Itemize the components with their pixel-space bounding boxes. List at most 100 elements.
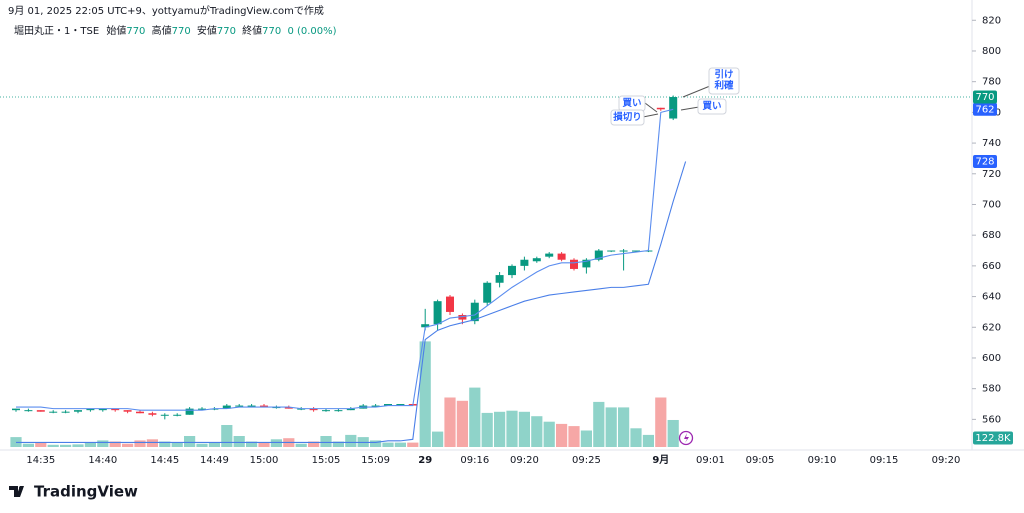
- candle-body: [173, 414, 182, 416]
- volume-bar: [84, 442, 96, 447]
- candle-body: [384, 404, 392, 406]
- ma-line: [16, 161, 687, 443]
- candle-body: [61, 411, 70, 413]
- volume-bar: [506, 410, 518, 447]
- plot: 5605806006206406606807007207407607808008…: [0, 15, 1001, 466]
- note: 引け: [714, 69, 733, 81]
- candle-body: [669, 97, 678, 119]
- x-tick-label: 14:45: [150, 455, 179, 466]
- volume-bar: [60, 444, 72, 447]
- leader: [680, 106, 700, 111]
- candle-body: [396, 404, 405, 406]
- candle-body: [346, 408, 355, 411]
- volume-bar: [556, 423, 568, 447]
- volume-bar: [308, 441, 320, 447]
- volume-bar: [518, 411, 530, 447]
- brand: TradingView: [34, 483, 138, 501]
- candle-body: [433, 301, 442, 325]
- ma-badge: [973, 154, 997, 168]
- volume-bar: [134, 440, 146, 447]
- volume-bar: [332, 441, 344, 447]
- candle-body: [594, 250, 603, 260]
- candle-body: [458, 314, 467, 320]
- note-box: [708, 67, 740, 95]
- y-tick-label: 700: [982, 199, 1001, 210]
- ma-line: [16, 108, 674, 411]
- x-tick-label: 09:20: [932, 455, 961, 466]
- candle-body: [98, 408, 107, 411]
- volume-bar: [444, 397, 456, 447]
- candle-body: [12, 408, 20, 411]
- x-tick-label: 29: [418, 455, 432, 466]
- ohlc-value: 770: [126, 26, 145, 37]
- candle-body: [235, 405, 244, 407]
- volume-bar: [605, 407, 617, 447]
- volume-bar: [221, 425, 233, 447]
- volume-bar: [494, 411, 506, 447]
- leader: [682, 85, 711, 98]
- y-tick-label: 560: [982, 414, 1001, 425]
- event-icon-bolt: [684, 433, 689, 443]
- volume-bar: [246, 441, 258, 447]
- candle-body: [483, 282, 492, 303]
- candle-body: [160, 414, 169, 416]
- candle-body: [570, 259, 578, 269]
- candle-body: [607, 250, 616, 252]
- volume-badge-label: 122.8K: [975, 433, 1011, 444]
- candle-body: [632, 250, 640, 252]
- volume-bar: [642, 434, 654, 447]
- volume-bar: [10, 437, 22, 447]
- x-tick-label: 09:10: [808, 455, 837, 466]
- volume-bar: [655, 397, 667, 447]
- y-tick-label: 660: [982, 261, 1001, 272]
- candle-body: [24, 410, 33, 412]
- candle-body: [446, 296, 454, 312]
- volume-badge: [973, 431, 1013, 445]
- volume-bar: [35, 442, 47, 447]
- volume-bar: [456, 400, 468, 447]
- candle-body: [148, 413, 157, 415]
- logo-dot: [19, 486, 23, 490]
- x-tick-label: 14:40: [88, 455, 117, 466]
- volume-bar: [593, 401, 605, 447]
- candle-body: [74, 410, 82, 412]
- volume-bar: [568, 426, 580, 447]
- ma-badge-label: 762: [975, 104, 994, 115]
- x-tick-label: 14:49: [200, 455, 229, 466]
- ohlc-label: 始値: [106, 24, 126, 37]
- volume-bar: [469, 387, 481, 447]
- ohlc-value: 770: [172, 26, 191, 37]
- x-tick-label: 09:16: [460, 455, 489, 466]
- volume-bar: [233, 436, 245, 447]
- x-tick-label: 9月: [652, 454, 669, 466]
- candle-body: [532, 258, 541, 262]
- ohlc-value: 770: [217, 26, 236, 37]
- volume-bar: [407, 442, 419, 447]
- candle-body: [49, 411, 58, 413]
- candle-body: [557, 253, 566, 260]
- candle-body: [198, 408, 206, 410]
- candle-body: [123, 410, 132, 412]
- volume-bar: [196, 443, 208, 447]
- volume-bar: [394, 442, 406, 447]
- ma-badge-label: 728: [975, 156, 994, 167]
- price-badge-label: 770: [975, 92, 994, 103]
- ohlc-label: 終値: [242, 24, 262, 37]
- leader: [644, 102, 658, 113]
- candle-body: [656, 107, 665, 110]
- volume-bar: [22, 443, 34, 447]
- note: 損切り: [613, 111, 642, 123]
- logo: TradingView: [9, 483, 138, 501]
- x-tick-label: 09:15: [870, 455, 899, 466]
- y-tick-label: 780: [982, 77, 1001, 88]
- volume-bar: [295, 443, 307, 447]
- candle-body: [247, 405, 256, 407]
- candle-body: [185, 408, 194, 415]
- volume-bar: [122, 443, 134, 447]
- x-tick-label: 09:25: [572, 455, 601, 466]
- symbol: 堀田丸正・1・TSE: [14, 24, 99, 37]
- volume-bar: [97, 440, 109, 447]
- candle-body: [545, 253, 554, 257]
- candle-body: [582, 259, 591, 268]
